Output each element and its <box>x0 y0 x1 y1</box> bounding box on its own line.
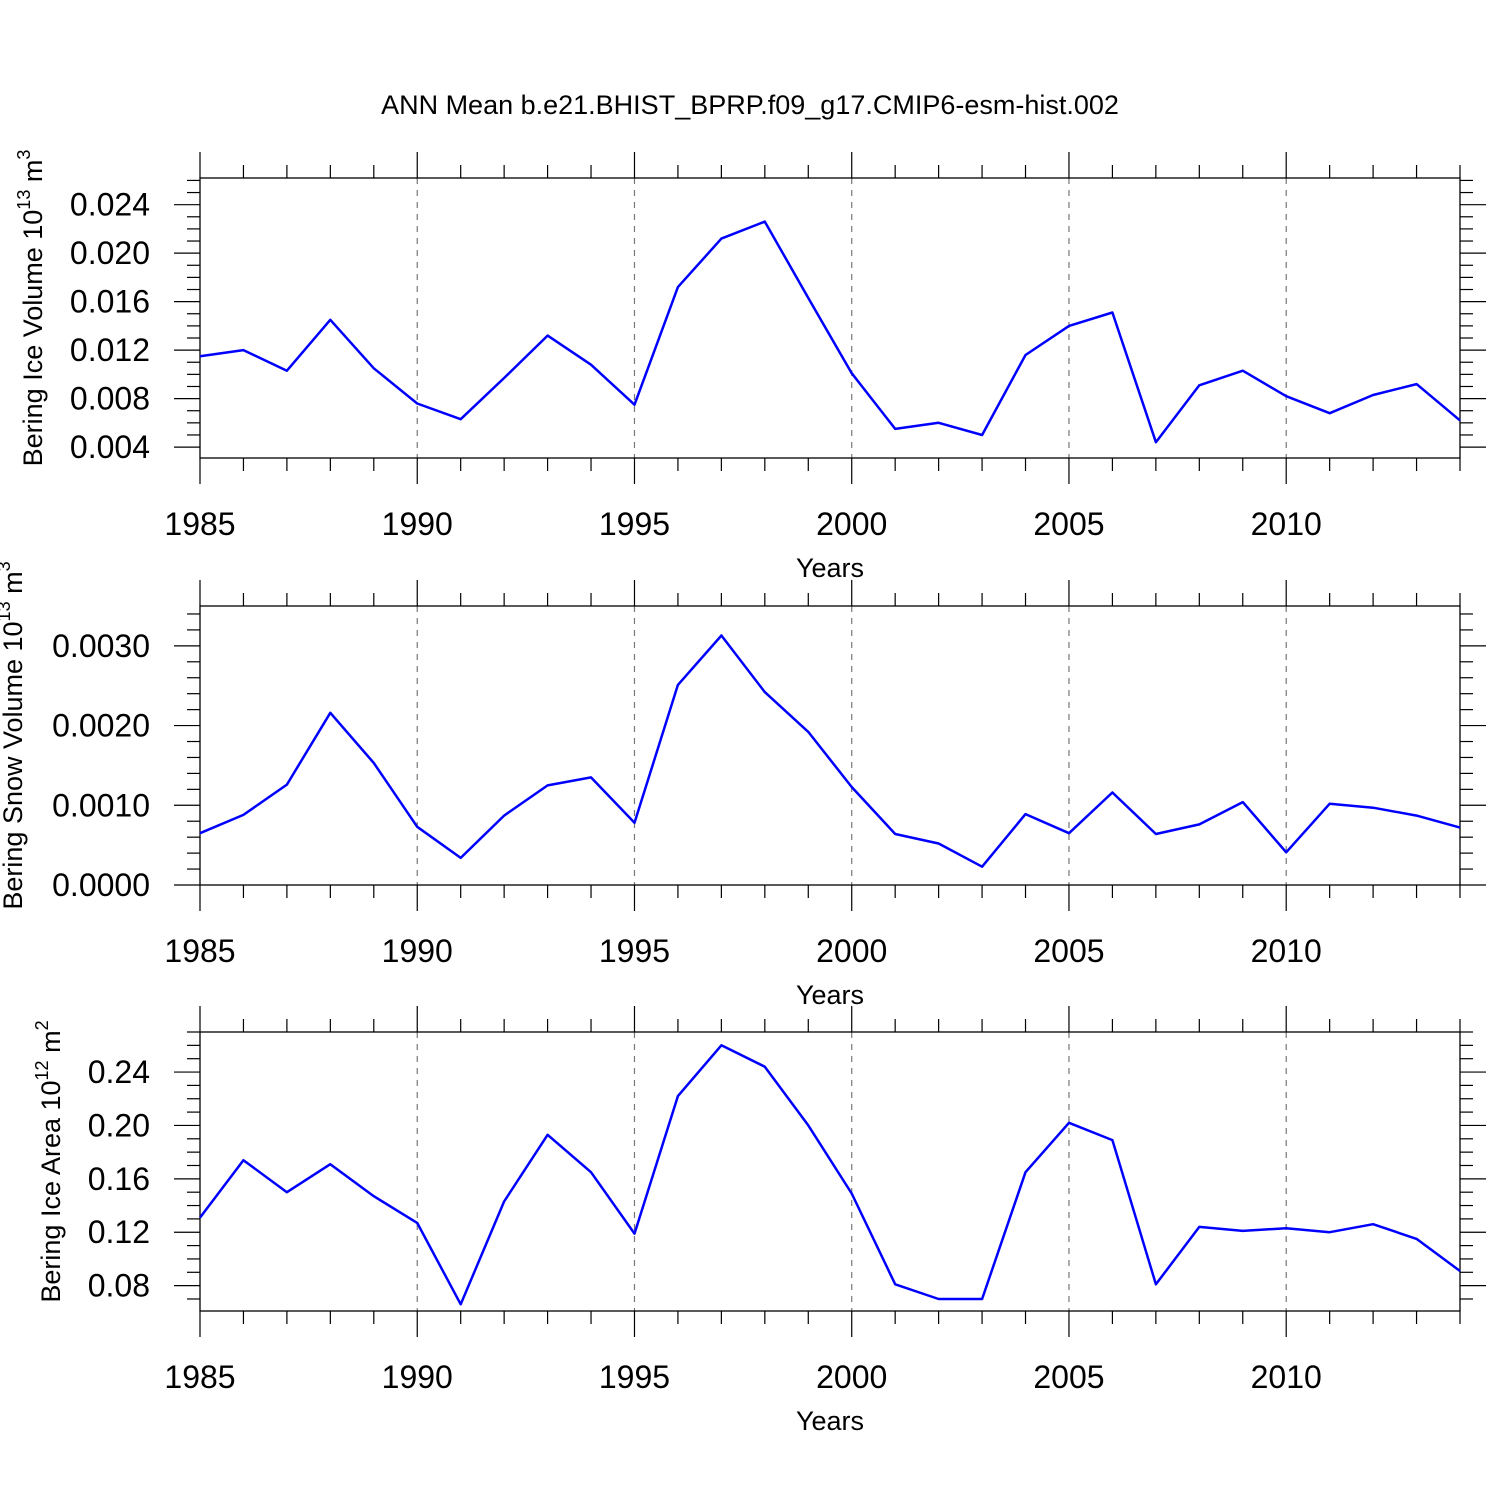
x-tick-label: 1985 <box>164 1359 235 1395</box>
plot-frame <box>199 1031 1461 1312</box>
x-tick-label: 1985 <box>164 933 235 969</box>
x-tick-label: 2000 <box>816 506 887 542</box>
x-tick-label: 2010 <box>1251 933 1322 969</box>
x-tick-label: 2010 <box>1251 506 1322 542</box>
panels: 1985 1990 1995 2000 2005 2010 0.004 0.008 0.012 0… <box>0 150 1486 1436</box>
y-tick-label: 0.0030 <box>52 628 150 664</box>
y-tick-label: 0.12 <box>88 1214 150 1250</box>
x-tick-label: 1990 <box>382 1359 453 1395</box>
y-axis-label: Bering Ice Volume 1013 m3 <box>14 150 48 467</box>
x-tick-label: 1995 <box>599 1359 670 1395</box>
panel-2: 1985 1990 1995 2000 2005 2010 0.0000 0.0010 0.00… <box>0 561 1486 1010</box>
y-tick-label: 0.20 <box>88 1107 150 1143</box>
y-axis-label: Bering Ice Area 1012 m2 <box>32 1020 66 1302</box>
y-tick-label: 0.016 <box>70 284 150 320</box>
plot-frame <box>199 177 1461 459</box>
y-tick-label: 0.16 <box>88 1161 150 1197</box>
x-axis-label: Years <box>796 1406 864 1436</box>
y-axis-label: Bering Snow Volume 1013 m3 <box>0 561 28 909</box>
x-axis-label: Years <box>796 553 864 583</box>
series-line <box>199 1044 1461 1306</box>
y-tick-label: 0.020 <box>70 235 150 271</box>
x-tick-label: 2005 <box>1033 933 1104 969</box>
x-tick-label: 2000 <box>816 933 887 969</box>
y-tick-label: 0.0020 <box>52 708 150 744</box>
y-tick-label: 0.004 <box>70 429 150 465</box>
x-axis-label: Years <box>796 980 864 1010</box>
chart-title: ANN Mean b.e21.BHIST_BPRP.f09_g17.CMIP6-… <box>381 90 1119 120</box>
x-tick-label: 1995 <box>599 506 670 542</box>
x-tick-label: 1995 <box>599 933 670 969</box>
x-tick-label: 2010 <box>1251 1359 1322 1395</box>
y-tick-label: 0.008 <box>70 381 150 417</box>
plot-frame <box>199 605 1461 886</box>
panel-3: 1985 1990 1995 2000 2005 2010 0.08 0.12 0.16 0.20… <box>32 1006 1486 1436</box>
y-tick-label: 0.024 <box>70 187 150 223</box>
panel-1: 1985 1990 1995 2000 2005 2010 0.004 0.008 0.012 0… <box>14 150 1486 583</box>
y-tick-label: 0.0000 <box>52 867 150 903</box>
y-tick-label: 0.08 <box>88 1268 150 1304</box>
x-tick-label: 2000 <box>816 1359 887 1395</box>
series-line <box>199 634 1461 868</box>
x-tick-label: 1985 <box>164 506 235 542</box>
y-tick-label: 0.012 <box>70 332 150 368</box>
series-line <box>199 220 1461 444</box>
y-tick-label: 0.24 <box>88 1054 150 1090</box>
x-tick-label: 1990 <box>382 933 453 969</box>
x-tick-label: 1990 <box>382 506 453 542</box>
x-tick-label: 2005 <box>1033 506 1104 542</box>
x-tick-label: 2005 <box>1033 1359 1104 1395</box>
y-tick-label: 0.0010 <box>52 787 150 823</box>
